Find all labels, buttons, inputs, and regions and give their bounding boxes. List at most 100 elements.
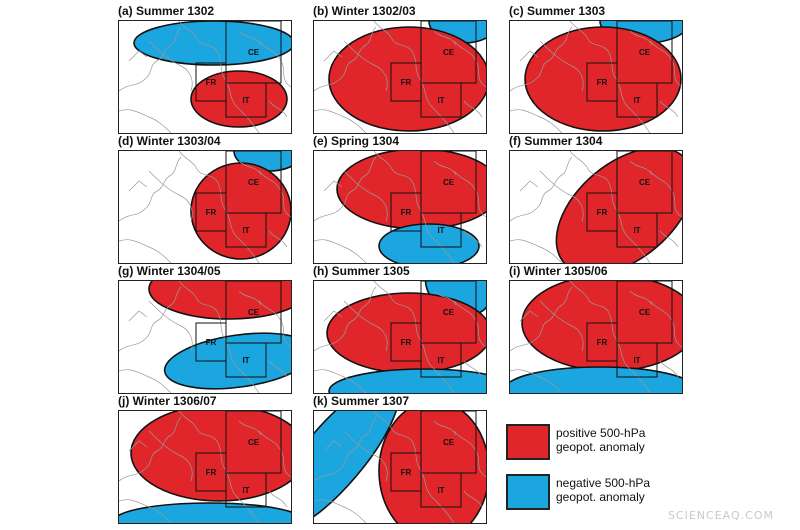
- negative-anomaly-ellipse: [510, 366, 682, 393]
- coastline-line: [411, 440, 455, 523]
- region-box-it: [225, 82, 267, 118]
- map-svg: FR CE IT: [119, 281, 291, 393]
- coastline-line: [607, 310, 651, 393]
- coastline-line: [411, 50, 455, 133]
- region-box-it: [225, 472, 267, 508]
- coastline-line: [314, 416, 377, 482]
- coastline-line: [216, 50, 260, 133]
- coastline-line: [314, 499, 367, 523]
- watermark: SCIENCEAQ.COM: [667, 509, 774, 522]
- region-label-it: IT: [437, 96, 444, 105]
- coastline-line: [238, 160, 262, 176]
- positive-anomaly-ellipse: [148, 281, 291, 320]
- coastline-line: [238, 290, 262, 306]
- map-panel-g: FR CE IT: [118, 280, 292, 394]
- negative-anomaly-ellipse: [119, 502, 291, 523]
- map-svg: FR CE IT: [510, 21, 682, 133]
- coastline-line: [128, 50, 148, 62]
- map-svg: FR CE IT: [510, 281, 682, 393]
- map-svg: FR CE IT: [119, 151, 291, 263]
- coastline-line: [238, 420, 262, 436]
- coastline-line: [268, 490, 288, 508]
- positive-anomaly-ellipse: [555, 151, 682, 263]
- positive-anomaly-ellipse: [328, 26, 486, 132]
- legend-negative-line2: geopot. anomaly: [556, 490, 645, 504]
- coastline-line: [128, 440, 148, 452]
- coastline-line: [519, 310, 539, 322]
- region-label-fr: FR: [597, 338, 608, 347]
- panel-title-g: (g) Winter 1304/05: [118, 264, 221, 278]
- panel-title-a: (a) Summer 1302: [118, 4, 215, 18]
- positive-anomaly-ellipse: [521, 281, 682, 372]
- legend-label-positive: positive 500-hPa geopot. anomaly: [556, 426, 645, 454]
- coastline-line: [148, 430, 193, 482]
- region-label-it: IT: [242, 226, 249, 235]
- coastline-line: [373, 281, 413, 312]
- positive-anomaly-ellipse: [336, 151, 486, 230]
- coastline-line: [178, 21, 218, 52]
- coastline-line: [343, 300, 388, 352]
- region-label-fr: FR: [401, 338, 412, 347]
- region-label-ce: CE: [443, 438, 455, 447]
- region-label-it: IT: [437, 356, 444, 365]
- coastline-line: [373, 151, 413, 182]
- coastline-line: [373, 411, 413, 442]
- legend-positive-line2: geopot. anomaly: [556, 440, 645, 454]
- coastline-line: [539, 40, 584, 92]
- negative-anomaly-ellipse: [163, 332, 291, 390]
- panel-title-c: (c) Summer 1303: [509, 4, 606, 18]
- coastline-line: [510, 369, 563, 393]
- coastline-line: [314, 156, 377, 222]
- map-svg: FR CE IT: [314, 151, 486, 263]
- coastline-line: [463, 490, 483, 508]
- map-panel-e: FR CE IT: [313, 150, 487, 264]
- legend-label-negative: negative 500-hPa geopot. anomaly: [556, 476, 650, 504]
- map-panel-j: FR CE IT: [118, 410, 292, 524]
- region-label-it: IT: [242, 96, 249, 105]
- coastline-line: [569, 281, 609, 312]
- coastline-line: [128, 180, 148, 192]
- region-label-it: IT: [242, 356, 249, 365]
- region-box-it: [616, 82, 658, 118]
- negative-anomaly-ellipse: [133, 21, 291, 66]
- panel-title-b: (b) Winter 1302/03: [313, 4, 416, 18]
- region-label-fr: FR: [206, 78, 217, 87]
- coastline-line: [323, 440, 343, 452]
- coastline-line: [119, 156, 182, 222]
- coastline-line: [119, 239, 172, 263]
- coastline-line: [268, 360, 288, 378]
- coastline-line: [569, 21, 609, 52]
- region-label-ce: CE: [248, 438, 260, 447]
- coastline-line: [314, 369, 367, 393]
- positive-anomaly-ellipse: [130, 411, 291, 502]
- coastline-line: [119, 499, 172, 523]
- region-label-ce: CE: [248, 308, 260, 317]
- negative-anomaly-ellipse: [328, 368, 486, 393]
- region-label-it: IT: [242, 486, 249, 495]
- coastline-line: [178, 411, 218, 442]
- coastline-line: [216, 180, 260, 263]
- region-label-ce: CE: [639, 178, 651, 187]
- coastline-line: [216, 310, 260, 393]
- map-svg: FR CE IT: [314, 21, 486, 133]
- coastline-line: [119, 109, 172, 133]
- region-box-it: [420, 212, 462, 248]
- coastline-line: [629, 30, 653, 46]
- coastline-line: [373, 21, 413, 52]
- coastline-line: [119, 416, 182, 482]
- map-panel-h: FR CE IT: [313, 280, 487, 394]
- coastline-line: [659, 230, 679, 248]
- coastline-line: [463, 360, 483, 378]
- region-label-fr: FR: [401, 468, 412, 477]
- coastline-line: [433, 30, 457, 46]
- coastline-line: [323, 50, 343, 62]
- panel-title-h: (h) Summer 1305: [313, 264, 410, 278]
- region-label-ce: CE: [248, 48, 260, 57]
- coastline-line: [510, 239, 563, 263]
- coastline-line: [268, 100, 288, 118]
- coastline-line: [148, 170, 193, 222]
- negative-anomaly-ellipse: [314, 411, 401, 523]
- map-panel-f: FR CE IT: [509, 150, 683, 264]
- panel-title-f: (f) Summer 1304: [509, 134, 603, 148]
